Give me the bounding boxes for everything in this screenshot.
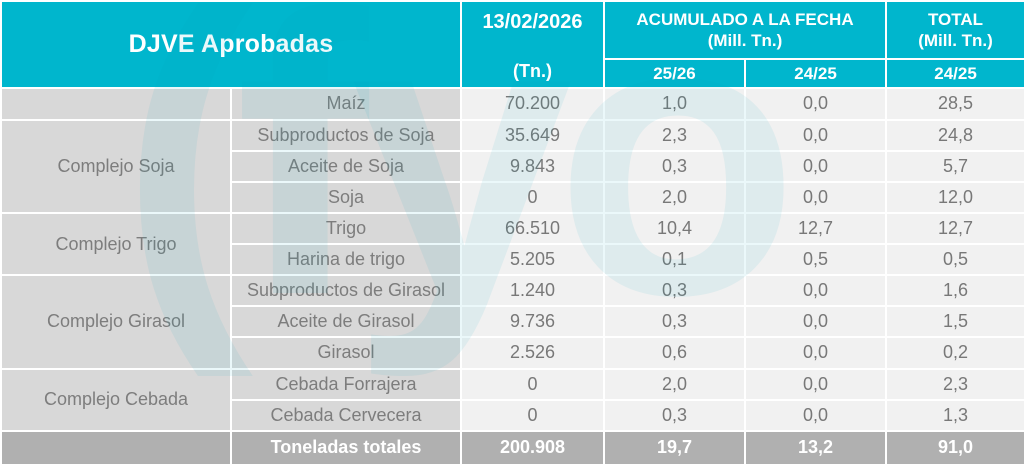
value-cell-tn: 70.200 (460, 87, 605, 121)
table-row: Harina de trigo 5.205 0,1 0,5 0,5 (1, 242, 1024, 277)
value-cell-acum-2425: 0,0 (743, 398, 888, 432)
group-cell: Complejo Trigo (0, 211, 232, 277)
value-cell-tn: 0 (460, 367, 605, 401)
totals-total-2425-cell: 91,0 (885, 429, 1024, 466)
product-cell: Trigo (230, 211, 462, 246)
group-cell: Complejo Girasol (0, 274, 232, 370)
col-header-acumulado: ACUMULADO A LA FECHA (Mill. Tn.) (602, 0, 888, 61)
value-cell-acum-2526: 0,1 (603, 242, 746, 277)
value-cell-total-2425: 0,5 (885, 242, 1024, 277)
value-cell-acum-2425: 0,0 (743, 367, 888, 401)
value-cell-total-2425: 1,6 (885, 274, 1024, 308)
product-cell: Harina de trigo (230, 242, 462, 277)
value-cell-acum-2526: 0,6 (603, 336, 746, 370)
totals-tn-cell: 200.908 (460, 429, 605, 466)
table-row: Aceite de Girasol 9.736 0,3 0,0 1,5 (1, 305, 1024, 339)
table-row: Cebada Cervecera 0 0,3 0,0 1,3 (1, 398, 1024, 432)
value-cell-acum-2425: 0,0 (743, 87, 888, 121)
table-row: Maíz 70.200 1,0 0,0 28,5 (0, 87, 1024, 121)
value-cell-tn: 35.649 (460, 118, 605, 152)
value-cell-total-2425: 12,0 (885, 180, 1024, 214)
value-cell-acum-2526: 2,3 (603, 118, 746, 152)
value-cell-total-2425: 1,3 (885, 398, 1024, 432)
header-row-1: DJVE Aprobadas 13/02/2026 (Tn.) ACUMULAD… (0, 0, 1024, 90)
value-cell-tn: 66.510 (460, 211, 605, 246)
group-cell (0, 87, 232, 121)
product-cell: Cebada Forrajera (230, 367, 462, 401)
date-unit-label: (Tn.) (513, 61, 552, 82)
value-cell-acum-2425: 0,5 (743, 242, 888, 277)
totals-empty-cell (0, 429, 232, 466)
value-cell-tn: 2.526 (460, 336, 605, 370)
value-cell-total-2425: 0,2 (885, 336, 1024, 370)
value-cell-acum-2425: 0,0 (743, 149, 888, 183)
value-cell-total-2425: 12,7 (885, 211, 1024, 246)
value-cell-acum-2526: 0,3 (603, 149, 746, 183)
value-cell-acum-2526: 1,0 (603, 87, 746, 121)
total-label: TOTAL (927, 9, 984, 29)
value-cell-acum-2425: 0,0 (743, 274, 888, 308)
col-header-acumulado-2526: 25/26 (603, 58, 746, 90)
value-cell-total-2425: 2,3 (885, 367, 1024, 401)
acumulado-label: ACUMULADO A LA FECHA (636, 9, 854, 29)
totals-label-cell: Toneladas totales (230, 429, 462, 466)
table-row: Complejo Trigo Trigo 66.510 10,4 12,7 12… (0, 211, 1024, 277)
value-cell-acum-2526: 10,4 (603, 211, 746, 246)
value-cell-tn: 0 (460, 180, 605, 214)
table-row: Complejo Cebada Cebada Forrajera 0 2,0 0… (0, 367, 1024, 432)
product-cell: Soja (230, 180, 462, 214)
col-header-acumulado-2425: 24/25 (743, 58, 888, 90)
value-cell-acum-2526: 2,0 (603, 367, 746, 401)
value-cell-tn: 0 (460, 398, 605, 432)
value-cell-tn: 1.240 (460, 274, 605, 308)
product-cell: Subproductos de Girasol (230, 274, 462, 308)
value-cell-acum-2425: 0,0 (743, 118, 888, 152)
value-cell-acum-2425: 0,0 (743, 336, 888, 370)
value-cell-acum-2526: 0,3 (603, 274, 746, 308)
totals-row: Toneladas totales 200.908 19,7 13,2 91,0 (0, 429, 1024, 466)
product-cell: Maíz (230, 87, 462, 121)
header-row-2: 25/26 24/25 24/25 (1, 58, 1024, 90)
value-cell-total-2425: 1,5 (885, 305, 1024, 339)
value-cell-acum-2526: 0,3 (603, 305, 746, 339)
group-cell: Complejo Cebada (0, 367, 232, 432)
table-row: Complejo Soja Subproductos de Soja 35.64… (0, 118, 1024, 214)
acumulado-unit-label: (Mill. Tn.) (707, 31, 783, 51)
product-cell: Cebada Cervecera (230, 398, 462, 432)
table-row: Aceite de Soja 9.843 0,3 0,0 5,7 (1, 149, 1024, 183)
product-cell: Girasol (230, 336, 462, 370)
table-title: DJVE Aprobadas (0, 0, 462, 90)
value-cell-acum-2526: 0,3 (603, 398, 746, 432)
totals-acum-2526-cell: 19,7 (603, 429, 746, 466)
table-row: Complejo Girasol Subproductos de Girasol… (0, 274, 1024, 370)
value-cell-acum-2425: 0,0 (743, 180, 888, 214)
value-cell-tn: 9.843 (460, 149, 605, 183)
product-cell: Aceite de Soja (230, 149, 462, 183)
totals-acum-2425-cell: 13,2 (743, 429, 888, 466)
date-label: 13/02/2026 (482, 11, 583, 33)
value-cell-tn: 5.205 (460, 242, 605, 277)
col-header-date: 13/02/2026 (Tn.) (460, 0, 605, 90)
product-cell: Subproductos de Soja (230, 118, 462, 152)
value-cell-total-2425: 28,5 (885, 87, 1024, 121)
table-row: Girasol 2.526 0,6 0,0 0,2 (1, 336, 1024, 370)
value-cell-total-2425: 24,8 (885, 118, 1024, 152)
col-header-total-2425: 24/25 (885, 58, 1024, 90)
col-header-total: TOTAL (Mill. Tn.) (885, 0, 1024, 61)
table-row: Soja 0 2,0 0,0 12,0 (1, 180, 1024, 214)
value-cell-tn: 9.736 (460, 305, 605, 339)
value-cell-acum-2425: 12,7 (743, 211, 888, 246)
value-cell-acum-2425: 0,0 (743, 305, 888, 339)
value-cell-total-2425: 5,7 (885, 149, 1024, 183)
value-cell-acum-2526: 2,0 (603, 180, 746, 214)
product-cell: Aceite de Girasol (230, 305, 462, 339)
group-cell: Complejo Soja (0, 118, 232, 214)
total-unit-label: (Mill. Tn.) (918, 31, 993, 51)
